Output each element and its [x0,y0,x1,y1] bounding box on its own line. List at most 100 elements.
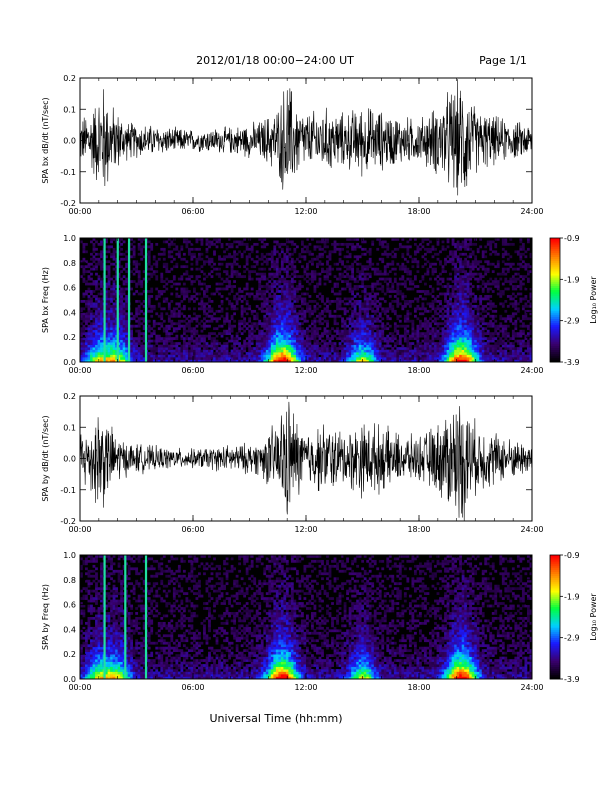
spectrogram-cell [233,342,236,345]
spectrogram-cell [280,352,284,355]
spectrogram-cell [466,324,470,328]
spectrogram-cell [363,290,367,293]
spectrogram-cell [426,359,430,363]
spectrogram-cell [368,252,372,256]
spectrogram-cell [85,292,88,296]
spectrogram-cell [165,329,169,333]
spectrogram-cell [351,270,355,274]
spectrogram-cell [238,324,242,328]
spectrogram-cell [82,354,86,358]
spectrogram-cell [130,247,134,251]
spectrogram-cell [300,317,304,321]
spectrogram-cell [373,349,377,353]
spectrogram-cell [343,255,347,259]
spectrogram-cell [235,275,239,278]
spectrogram-cell [137,357,141,360]
spectrogram-cell [343,337,347,340]
spectrogram-cell [270,275,274,278]
spectrogram-cell [474,262,478,266]
spectrogram-cell [110,238,113,241]
spectrogram-cell [280,300,284,303]
spectrogram-cell [376,270,380,274]
spectrogram-cell [195,267,199,271]
spectrogram-cell [275,295,279,298]
spectrogram-cell [137,272,141,276]
spectrogram-cell [132,247,136,251]
spectrogram-cell [200,287,204,291]
spectrogram-cell [424,334,427,338]
spectrogram-cell [444,342,447,345]
spectrogram-cell [243,295,247,298]
spectrogram-cell [441,314,445,318]
spectrogram-cell [466,347,470,350]
spectrogram-cell [333,285,337,288]
spectrogram-cell [135,324,139,328]
spectrogram-cell [481,337,485,340]
spectrogram-cell [120,277,123,281]
spectrogram-cell [388,295,392,298]
spectrogram-cell [451,304,455,308]
spectrogram-cell [215,272,219,276]
spectrogram-cell [298,280,302,283]
spectrogram-cell [336,267,339,271]
spectrogram-cell [90,304,93,308]
spectrogram-cell [361,337,365,340]
spectrogram-cell [280,334,284,338]
spectrogram-cell [436,300,440,303]
spectrogram-cell [177,309,181,313]
spectrogram-cell [393,349,397,353]
spectrogram-cell [170,292,174,296]
spectrogram-cell [459,347,462,350]
spectrogram-cell [155,265,159,269]
spectrogram-cell [406,354,410,358]
spectrogram-cell [293,342,297,345]
spectrogram-cell [300,247,304,251]
spectrogram-cell [371,240,375,244]
spectrogram-cell [140,349,144,353]
spectrogram-cell [424,344,427,348]
spectrogram-cell [107,297,111,301]
spectrogram-cell [303,250,307,254]
spectrogram-cell [112,285,116,288]
spectrogram-cell [105,282,108,286]
spectrogram-cell [376,314,380,318]
spectrogram-cell [449,252,452,256]
spectrogram-cell [82,357,86,360]
spectrogram-cell [311,354,314,358]
spectrogram-cell [308,359,312,363]
spectrogram-cell [386,242,390,246]
spectrogram-cell [366,314,370,318]
spectrogram-cell [205,352,209,355]
spectrogram-cell [258,344,262,348]
spectrogram-cell [328,257,332,261]
spectrogram-cell [429,342,432,345]
spectrogram-cell [408,359,412,363]
spectrogram-cell [371,302,375,306]
spectrogram-cell [270,255,274,259]
spectrogram-cell [484,349,488,353]
spectrogram-cell [441,280,445,283]
spectrogram-cell [80,309,83,313]
spectrogram-cell [401,354,405,358]
spectrogram-cell [255,317,259,321]
spectrogram-cell [265,312,269,316]
spectrogram-cell [348,347,352,350]
spectrogram-cell [278,297,282,301]
spectrogram-cell [413,347,417,350]
spectrogram-cell [396,238,400,241]
spectrogram-cell [132,250,136,254]
spectrogram-cell [386,314,390,318]
spectrogram-cell [223,349,226,353]
spectrogram-cell [431,352,435,355]
spectrogram-cell [386,277,390,281]
spectrogram-cell [160,337,164,340]
spectrogram-cell [326,332,329,336]
spectrogram-cell [203,347,206,350]
spectrogram-cell [110,332,113,336]
spectrogram-cell [444,332,447,336]
spectrogram-cell [87,352,91,355]
spectrogram-cell [125,307,129,311]
spectrogram-cell [122,287,126,291]
spectrogram-cell [353,302,357,306]
spectrogram-cell [95,314,98,318]
